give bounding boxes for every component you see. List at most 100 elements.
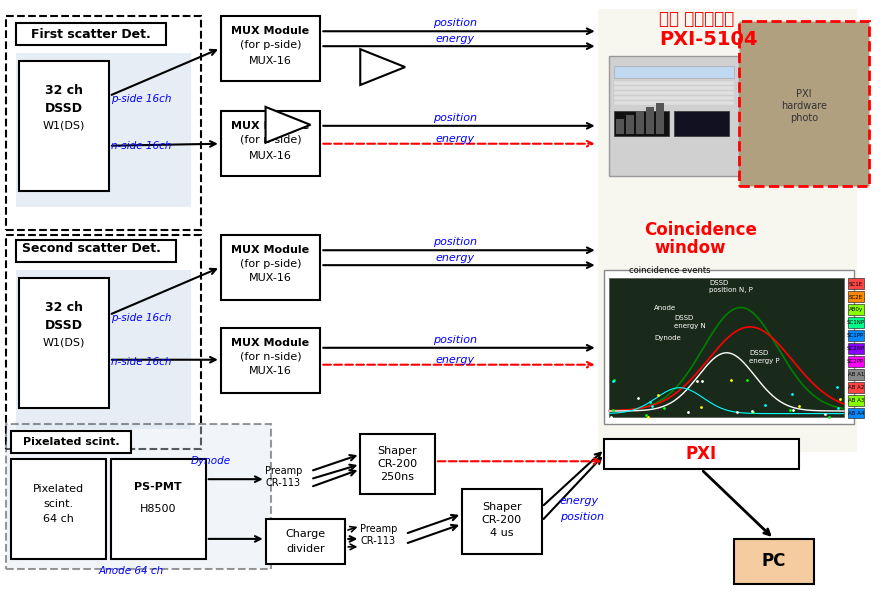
Bar xyxy=(19,61,109,190)
Text: (for n-side): (for n-side) xyxy=(240,352,301,362)
Bar xyxy=(848,343,864,354)
Text: energy: energy xyxy=(435,253,475,263)
Text: AB A4: AB A4 xyxy=(848,411,864,416)
Text: Dynode: Dynode xyxy=(655,335,681,341)
Bar xyxy=(626,115,634,133)
Text: energy: energy xyxy=(435,34,475,44)
Text: position: position xyxy=(433,237,477,247)
Polygon shape xyxy=(266,107,310,143)
Bar xyxy=(221,328,321,393)
Text: SC1NP: SC1NP xyxy=(847,320,865,326)
Text: MUX-16: MUX-16 xyxy=(249,56,292,66)
Text: (for n-side): (for n-side) xyxy=(240,135,301,145)
Bar xyxy=(848,330,864,341)
Text: p-side 16ch: p-side 16ch xyxy=(111,94,171,104)
Text: SC1E: SC1E xyxy=(849,281,863,286)
Text: DSSD: DSSD xyxy=(674,315,694,321)
Text: MUX Module: MUX Module xyxy=(231,26,309,36)
Bar xyxy=(615,86,734,90)
Bar xyxy=(16,53,190,207)
Bar xyxy=(16,240,175,262)
Text: n-side 16ch: n-side 16ch xyxy=(111,141,171,151)
Text: 32 ch: 32 ch xyxy=(45,301,83,315)
Text: MUX-16: MUX-16 xyxy=(249,273,292,283)
Bar xyxy=(615,81,734,85)
Bar xyxy=(361,434,435,494)
Text: Second scatter Det.: Second scatter Det. xyxy=(21,242,160,255)
Text: DSSD: DSSD xyxy=(45,103,83,115)
Text: PS-PMT: PS-PMT xyxy=(134,482,182,492)
Bar xyxy=(111,459,206,559)
Text: SC2NP: SC2NP xyxy=(847,346,865,352)
Text: PC: PC xyxy=(762,552,786,570)
Bar xyxy=(674,111,729,136)
Text: SC2PP: SC2PP xyxy=(847,359,865,364)
Text: CR-113: CR-113 xyxy=(361,536,396,546)
Text: MUX-16: MUX-16 xyxy=(249,150,292,161)
Text: position: position xyxy=(433,113,477,123)
Text: Pixelated scint.: Pixelated scint. xyxy=(23,437,120,448)
Bar xyxy=(739,21,868,185)
Bar xyxy=(610,56,739,176)
Text: H8500: H8500 xyxy=(140,504,176,514)
Text: Charge: Charge xyxy=(285,529,325,539)
Bar xyxy=(615,111,669,136)
Text: Dynode: Dynode xyxy=(190,456,231,466)
Text: energy N: energy N xyxy=(674,323,706,329)
Bar xyxy=(462,489,541,554)
Text: PXI-5104: PXI-5104 xyxy=(659,30,758,49)
Text: DSSD: DSSD xyxy=(749,350,768,356)
Bar xyxy=(848,317,864,328)
Text: Pixelated: Pixelated xyxy=(33,484,84,494)
Bar xyxy=(610,278,843,417)
Text: position: position xyxy=(433,335,477,345)
Text: position N, P: position N, P xyxy=(709,287,753,293)
Bar xyxy=(848,368,864,380)
Text: MUX-16: MUX-16 xyxy=(249,365,292,376)
Bar xyxy=(604,439,799,469)
Bar xyxy=(657,103,664,133)
Bar xyxy=(734,539,814,583)
Text: Preamp: Preamp xyxy=(360,524,397,534)
Text: AB A2: AB A2 xyxy=(848,385,864,390)
Text: W1(DS): W1(DS) xyxy=(43,121,85,131)
Bar xyxy=(19,278,109,408)
Bar xyxy=(848,394,864,405)
Bar xyxy=(615,101,734,105)
Bar xyxy=(848,304,864,315)
Bar xyxy=(615,66,734,78)
Text: energy: energy xyxy=(435,133,475,144)
Bar xyxy=(848,356,864,367)
Text: SC1PP: SC1PP xyxy=(847,333,865,338)
Text: PXI
hardware
photo: PXI hardware photo xyxy=(781,89,827,123)
Text: Shaper: Shaper xyxy=(377,446,417,456)
Bar xyxy=(604,270,854,425)
Text: window: window xyxy=(655,239,726,257)
Text: (for p-side): (for p-side) xyxy=(240,259,301,269)
Bar xyxy=(597,9,857,452)
Text: energy: energy xyxy=(560,496,599,506)
Bar xyxy=(617,119,625,133)
Text: 32 ch: 32 ch xyxy=(45,85,83,97)
Bar xyxy=(221,16,321,81)
Bar xyxy=(12,459,106,559)
Text: Shaper: Shaper xyxy=(482,502,522,512)
Text: PXI: PXI xyxy=(686,445,717,463)
Text: MUX Module: MUX Module xyxy=(231,121,309,131)
Bar xyxy=(848,382,864,393)
Text: p-side 16ch: p-side 16ch xyxy=(111,313,171,323)
Bar xyxy=(6,16,201,230)
Text: (for p-side): (for p-side) xyxy=(240,40,301,50)
Text: AB0y: AB0y xyxy=(849,307,863,312)
Text: CR-113: CR-113 xyxy=(266,478,301,488)
Text: coincidence events: coincidence events xyxy=(628,266,710,275)
Bar xyxy=(16,270,190,429)
Text: DSSD: DSSD xyxy=(709,280,728,286)
Bar xyxy=(12,431,131,453)
Text: 250ns: 250ns xyxy=(380,472,414,482)
Text: CR-200: CR-200 xyxy=(377,459,417,469)
Polygon shape xyxy=(361,49,405,85)
Bar xyxy=(848,278,864,289)
Text: Anode 64 ch: Anode 64 ch xyxy=(98,566,164,576)
Bar xyxy=(6,425,270,569)
